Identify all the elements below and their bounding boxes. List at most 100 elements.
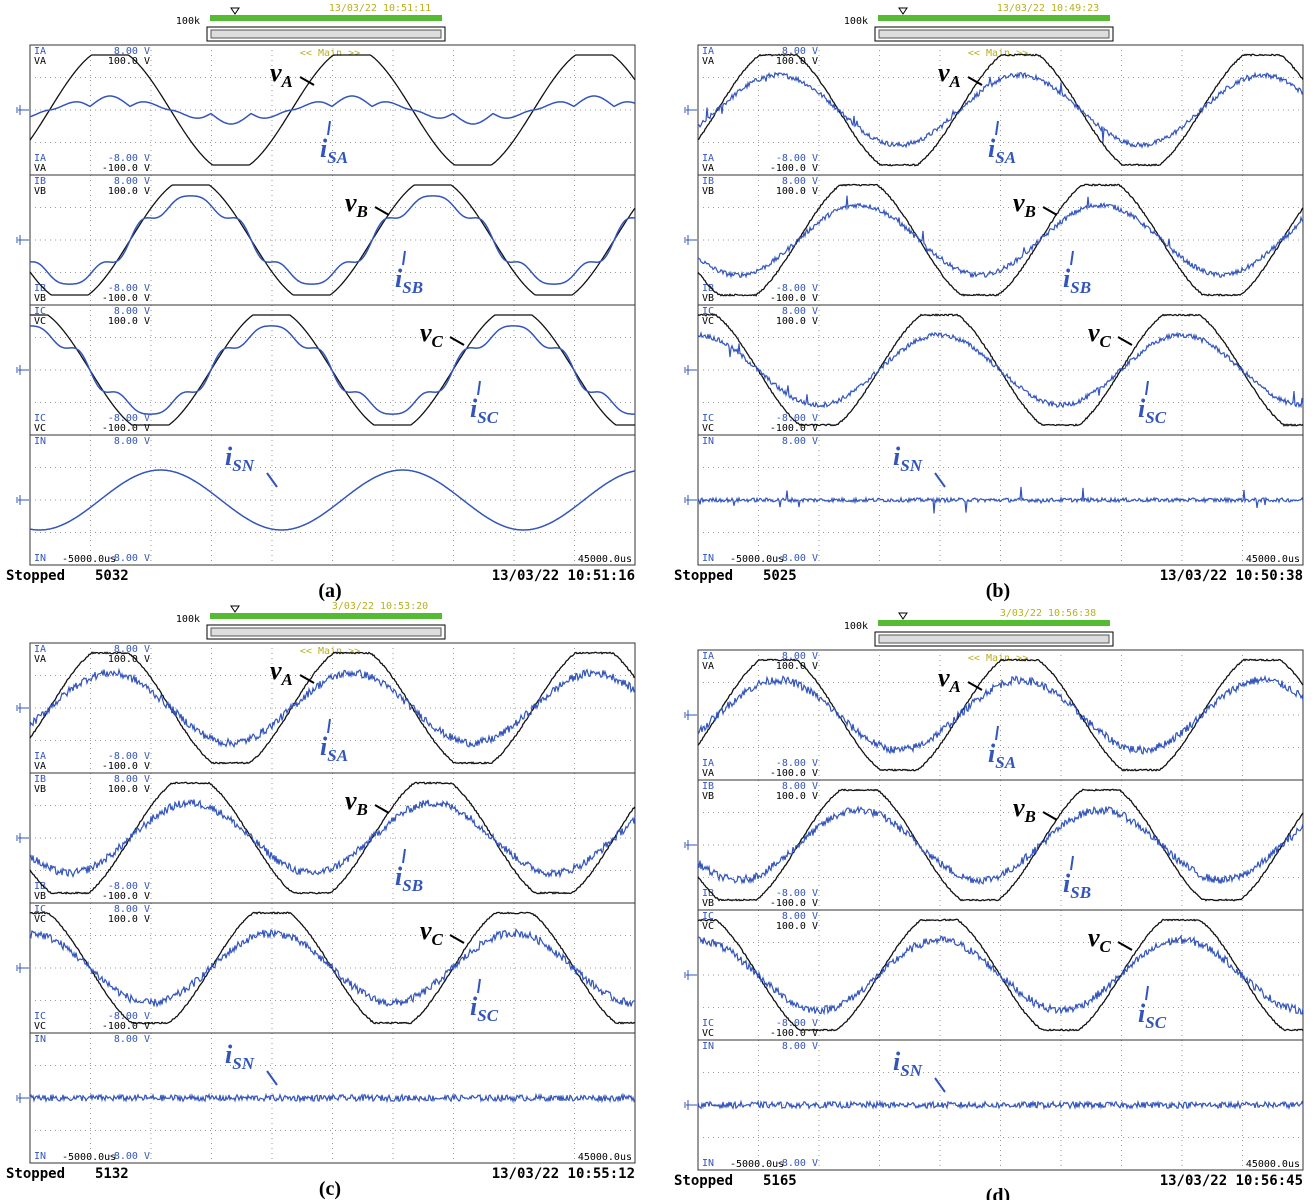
ground-marker [685,235,697,245]
ground-marker [685,495,697,505]
ground-marker [17,703,29,713]
acq-count: 5165 [763,1173,797,1189]
acq-count: 5025 [763,568,797,584]
label-sub: C [1100,937,1112,956]
channel-name: VA [34,56,46,67]
acq-count: 5132 [95,1166,129,1182]
label-main: v [270,58,282,87]
caption: (a) [318,580,341,602]
trigger-marker [231,606,239,612]
channel-name: VB [702,293,714,304]
trigger-marker [231,8,239,14]
ground-marker [17,495,29,505]
datetime: 13/03/22 10:50:38 [1160,568,1303,584]
label-sub: SC [1145,408,1166,427]
channel-name: VB [34,293,46,304]
time-start: -5000.0us [730,1159,784,1170]
channel-scale: 100.0 V [776,921,818,932]
channel-scale: 100.0 V [108,784,150,795]
channel-name: IN [702,436,714,447]
label-sub: SB [402,278,423,297]
channel-name: VB [702,898,714,909]
channel-scale: 8.00 V [782,1041,818,1052]
label-main: v [345,188,357,217]
channel-name: VB [34,891,46,902]
trigger-time: 3/03/22 10:53:20 [332,601,428,612]
channel-scale: 100.0 V [108,914,150,925]
label-sub: B [1024,202,1036,221]
timebase: 100k [844,16,868,27]
timebase: 100k [844,621,868,632]
caption: (d) [986,1185,1010,1200]
ground-marker [685,840,697,850]
channel-name: IN [34,436,46,447]
time-end: 45000.0us [578,554,632,565]
ground-marker [17,833,29,843]
label-main: v [938,58,950,87]
ground-marker [17,365,29,375]
timebase: 100k [176,614,200,625]
label-sub: SC [477,1006,498,1025]
channel-name: VC [34,1021,46,1032]
scope-panel: 100k13/03/22 10:51:11<< Main >>IA8.00 VV… [6,3,635,602]
label-sub: A [949,677,961,696]
label-sub: B [356,800,368,819]
label-main: v [1013,793,1025,822]
channel-name: VC [702,316,714,327]
trigger-time: 13/03/22 10:51:11 [329,3,431,14]
figure: 100k13/03/22 10:51:11<< Main >>IA8.00 VV… [0,0,1316,1200]
ground-marker [685,1100,697,1110]
channel-name: VB [702,186,714,197]
label-sub: SA [327,746,348,765]
label-sub: SA [995,148,1016,167]
label-main: v [270,656,282,685]
channel-name: VC [702,423,714,434]
time-start: -5000.0us [62,554,116,565]
channel-name: IN [34,553,46,564]
channel-scale: -100.0 V [102,891,150,902]
channel-scale: 100.0 V [108,316,150,327]
channel-name: IN [702,553,714,564]
channel-scale: 100.0 V [108,56,150,67]
channel-name: VA [702,768,714,779]
label-sub: A [281,670,293,689]
channel-scale: -100.0 V [102,293,150,304]
scope-panel: 100k13/03/22 10:49:23<< Main >>IA8.00 VV… [674,3,1303,602]
trigger-time: 13/03/22 10:49:23 [997,3,1099,14]
channel-name: VB [702,791,714,802]
channel-scale: -100.0 V [102,1021,150,1032]
label-sub: SB [1070,883,1091,902]
label-sub: SA [327,148,348,167]
label-sub: A [949,72,961,91]
ground-marker [17,963,29,973]
channel-scale: 100.0 V [776,316,818,327]
label-main: v [938,663,950,692]
record-bar [878,15,1110,21]
channel-scale: 100.0 V [108,186,150,197]
channel-scale: 100.0 V [776,186,818,197]
status: Stopped [674,568,733,584]
ground-marker [17,105,29,115]
label-sub: SB [1070,278,1091,297]
ground-marker [685,365,697,375]
zoom-bar-inner [879,635,1109,643]
zoom-bar-inner [211,628,441,636]
label-sub: B [1024,807,1036,826]
time-start: -5000.0us [62,1152,116,1163]
channel-name: IN [702,1041,714,1052]
record-bar [878,620,1110,626]
channel-name: VA [702,56,714,67]
time-end: 45000.0us [1246,554,1300,565]
label-main: v [420,318,432,347]
channel-name: VA [702,163,714,174]
label-sub: SN [900,456,922,475]
label-sub: SN [232,1054,254,1073]
ground-marker [17,235,29,245]
label-main: v [345,786,357,815]
time-end: 45000.0us [1246,1159,1300,1170]
label-sub: C [1100,332,1112,351]
scope-panel: 100k3/03/22 10:53:20<< Main >>IA8.00 VVA… [6,601,635,1200]
channel-name: VC [34,914,46,925]
ground-marker [685,710,697,720]
label-sub: C [432,930,444,949]
